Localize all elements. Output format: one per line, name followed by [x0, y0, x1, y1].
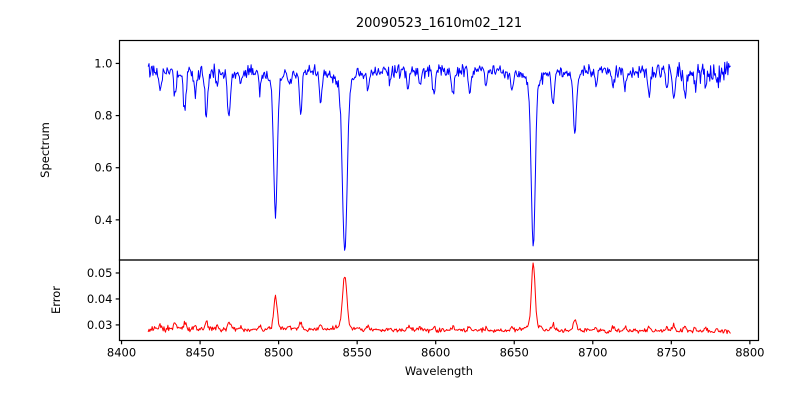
x-tick-label: 8650 — [500, 346, 529, 360]
x-tick-label: 8400 — [107, 346, 136, 360]
x-axis-label: Wavelength — [405, 364, 473, 378]
spectrum-y-tick-label: 0.4 — [94, 213, 112, 227]
x-tick-label: 8800 — [735, 346, 764, 360]
spectrum-line — [147, 61, 731, 251]
error-y-tick-label: 0.05 — [87, 266, 113, 280]
x-tick-label: 8550 — [343, 346, 372, 360]
error-y-axis-label: Error — [49, 286, 63, 314]
x-tick-label: 8500 — [264, 346, 293, 360]
spectrum-y-tick-label: 1.0 — [94, 56, 112, 70]
spectrum-y-tick-label: 0.6 — [94, 161, 112, 175]
spectrum-y-tick-label: 0.8 — [94, 109, 112, 123]
axes-group: 8400 8450 8500 8550 8600 8650 8700 8750 8800 0.4 0… — [87, 39, 765, 360]
x-tick-label: 8450 — [185, 346, 214, 360]
x-tick-label: 8750 — [657, 346, 686, 360]
error-line — [147, 262, 731, 335]
chart-title: 20090523_1610m02_121 — [356, 16, 522, 31]
error-y-tick-label: 0.03 — [87, 318, 113, 332]
spectrum-y-axis-label: Spectrum — [38, 122, 52, 178]
error-panel — [118, 259, 760, 342]
error-y-tick-label: 0.04 — [87, 292, 113, 306]
x-tick-label: 8700 — [578, 346, 607, 360]
x-tick-label: 8600 — [421, 346, 450, 360]
